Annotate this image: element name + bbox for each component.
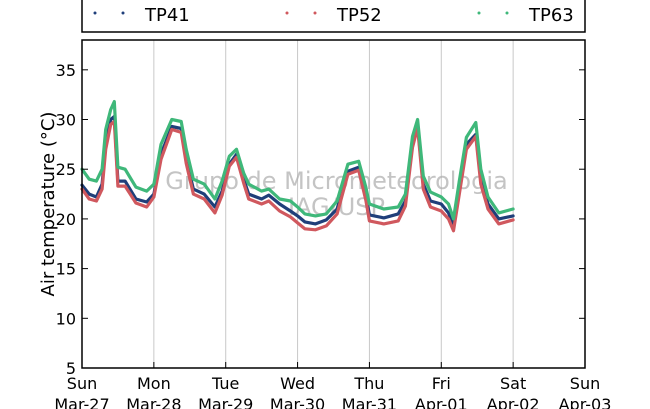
series-line-tp41 bbox=[80, 114, 515, 228]
x-tick-label-day: Thu bbox=[353, 374, 384, 393]
x-tick-label-date: Mar-29 bbox=[198, 395, 253, 409]
plot-series bbox=[80, 100, 515, 233]
legend-box bbox=[81, 0, 586, 33]
legend-marker bbox=[505, 11, 509, 15]
y-tick-label: 25 bbox=[56, 160, 76, 179]
y-tick-label: 30 bbox=[56, 111, 76, 130]
x-tick-label-date: Mar-28 bbox=[126, 395, 181, 409]
x-tick-label-day: Sat bbox=[500, 374, 526, 393]
x-axis: Sun Mar-27 Mon Mar-28 Tue Mar-29 Wed Mar-30 Thu M… bbox=[54, 362, 611, 409]
x-tick-label-day: Tue bbox=[211, 374, 239, 393]
x-tick-label-day: Sun bbox=[67, 374, 97, 393]
x-tick-label-date: Mar-30 bbox=[270, 395, 325, 409]
legend-label-tp52: TP52 bbox=[336, 5, 382, 26]
y-tick-label: 10 bbox=[56, 309, 76, 328]
x-tick-label-day: Mon bbox=[137, 374, 171, 393]
x-tick-label-date: Mar-27 bbox=[54, 395, 109, 409]
y-tick-label: 20 bbox=[56, 210, 76, 229]
legend-label-tp63: TP63 bbox=[528, 5, 574, 26]
y-tick-label: 15 bbox=[56, 260, 76, 279]
legend-label-tp41: TP41 bbox=[144, 5, 190, 26]
legend-marker bbox=[93, 11, 97, 15]
legend-marker bbox=[477, 11, 481, 15]
legend: TP41 TP52 TP63 bbox=[81, 0, 586, 33]
y-tick-label: 5 bbox=[66, 359, 76, 378]
x-tick-label-day: Fri bbox=[432, 374, 451, 393]
x-tick-label-date: Mar-31 bbox=[342, 395, 397, 409]
legend-marker bbox=[313, 11, 317, 15]
x-tick-label-day: Sun bbox=[570, 374, 600, 393]
x-tick-label-date: Apr-01 bbox=[415, 395, 468, 409]
y-axis: 5 10 15 20 25 30 35 bbox=[56, 61, 585, 378]
series-line-tp63 bbox=[80, 100, 515, 221]
series-line-tp52 bbox=[80, 119, 515, 233]
x-tick-label-date: Apr-02 bbox=[487, 395, 540, 409]
legend-marker bbox=[121, 11, 125, 15]
legend-marker bbox=[285, 11, 289, 15]
plot-frame bbox=[81, 39, 586, 369]
y-tick-label: 35 bbox=[56, 61, 76, 80]
x-tick-label-day: Wed bbox=[280, 374, 315, 393]
y-axis-title: Air temperature (°C) bbox=[38, 112, 59, 297]
x-tick-label-date: Apr-03 bbox=[559, 395, 612, 409]
